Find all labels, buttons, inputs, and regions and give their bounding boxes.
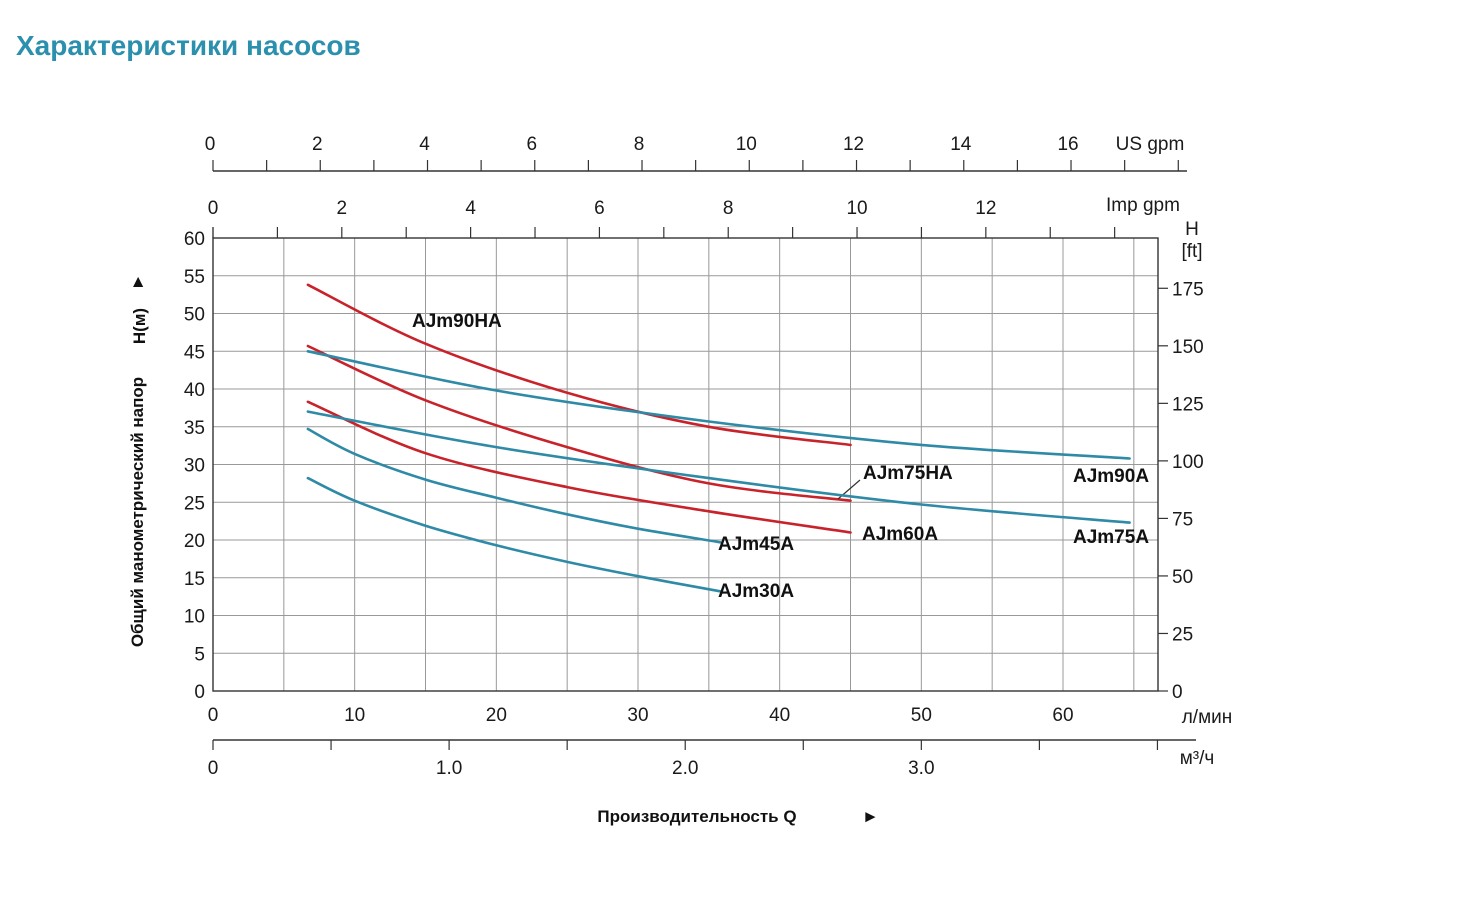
x-unit-usgpm: US gpm	[1116, 134, 1185, 155]
y-tick-label-m: 0	[194, 682, 205, 703]
x-tick-label-impgpm: 8	[723, 198, 734, 219]
y-tick-label-ft: 50	[1172, 567, 1193, 588]
x-tick-label-impgpm: 4	[465, 198, 476, 219]
x-tick-label-impgpm: 0	[208, 198, 219, 219]
series-line-ajm60a	[306, 400, 852, 534]
x-tick-label-lpm: 40	[769, 705, 790, 726]
y-tick-label-ft: 175	[1172, 279, 1204, 300]
y-tick-label-m: 20	[184, 531, 205, 552]
x-tick-label-usgpm: 12	[843, 134, 864, 155]
y-unit-ft-h: H	[1185, 219, 1199, 240]
x-tick-label-usgpm: 10	[736, 134, 757, 155]
y-tick-label-m: 40	[184, 380, 205, 401]
series-label-ajm75a: AJm75A	[1073, 527, 1149, 548]
y-tick-label-m: 35	[184, 418, 205, 439]
y-unit-ft: [ft]	[1181, 241, 1202, 262]
y-tick-label-ft: 100	[1172, 452, 1204, 473]
x-tick-label-m3h: 1.0	[436, 758, 462, 779]
series-label-ajm90ha: AJm90HA	[412, 311, 502, 332]
x-tick-label-m3h: 2.0	[672, 758, 698, 779]
y-tick-label-ft: 25	[1172, 624, 1193, 645]
x-tick-label-m3h: 3.0	[908, 758, 934, 779]
x-tick-label-usgpm: 0	[205, 134, 216, 155]
x-tick-label-lpm: 30	[627, 705, 648, 726]
series-line-ajm75ha	[306, 344, 852, 502]
x-tick-label-usgpm: 14	[950, 134, 972, 155]
x-unit-m3h: м³/ч	[1180, 748, 1215, 769]
x-tick-label-impgpm: 12	[975, 198, 996, 219]
series-line-ajm90a	[306, 350, 1131, 460]
x-unit-impgpm: Imp gpm	[1106, 195, 1180, 216]
page-title: Характеристики насосов	[16, 30, 361, 61]
y-axis-symbol: H(м)	[130, 308, 149, 344]
y-tick-label-m: 55	[184, 267, 205, 288]
y-axis-arrow: ►	[128, 274, 147, 291]
y-tick-label-ft: 125	[1172, 394, 1204, 415]
series-line-ajm75a	[306, 410, 1131, 524]
x-tick-label-impgpm: 10	[846, 198, 867, 219]
y-tick-label-ft: 75	[1172, 509, 1193, 530]
series-line-ajm45a	[306, 427, 722, 544]
x-tick-label-usgpm: 2	[312, 134, 323, 155]
y-tick-label-ft: 0	[1172, 682, 1183, 703]
x-tick-label-lpm: 50	[911, 705, 932, 726]
series-label-ajm90a: AJm90A	[1073, 466, 1149, 487]
plot-frame	[212, 237, 1159, 692]
y-tick-label-m: 50	[184, 305, 205, 326]
x-tick-label-impgpm: 6	[594, 198, 605, 219]
x-unit-lpm: л/мин	[1182, 707, 1233, 728]
y-tick-label-m: 30	[184, 456, 205, 477]
y-tick-label-m: 5	[194, 644, 205, 665]
x-tick-label-m3h: 0	[208, 758, 219, 779]
series-line-ajm90ha	[306, 283, 852, 447]
y-tick-label-m: 10	[184, 607, 205, 628]
y-axis-title: Общий манометрический напор	[128, 377, 147, 647]
x-tick-label-usgpm: 16	[1057, 134, 1078, 155]
x-tick-label-lpm: 60	[1052, 705, 1073, 726]
x-axis-title: Производительность Q	[597, 807, 796, 826]
x-tick-label-impgpm: 2	[337, 198, 348, 219]
x-tick-label-lpm: 10	[344, 705, 365, 726]
x-axis-arrow: ►	[862, 807, 879, 826]
y-tick-label-ft: 150	[1172, 337, 1204, 358]
x-tick-label-lpm: 0	[208, 705, 219, 726]
y-tick-label-m: 25	[184, 493, 205, 514]
y-tick-label-m: 45	[184, 342, 205, 363]
x-tick-label-usgpm: 8	[634, 134, 645, 155]
y-tick-label-m: 15	[184, 569, 205, 590]
y-tick-label-m: 60	[184, 229, 205, 250]
series-label-ajm75ha: AJm75HA	[863, 463, 953, 484]
series-line-ajm30a	[306, 476, 722, 593]
x-tick-label-lpm: 20	[486, 705, 507, 726]
series-label-ajm60a: AJm60A	[862, 524, 938, 545]
series-label-ajm30a: AJm30A	[718, 581, 794, 602]
series-label-ajm45a: AJm45A	[718, 534, 794, 555]
x-tick-label-usgpm: 6	[526, 134, 537, 155]
x-tick-label-usgpm: 4	[419, 134, 430, 155]
